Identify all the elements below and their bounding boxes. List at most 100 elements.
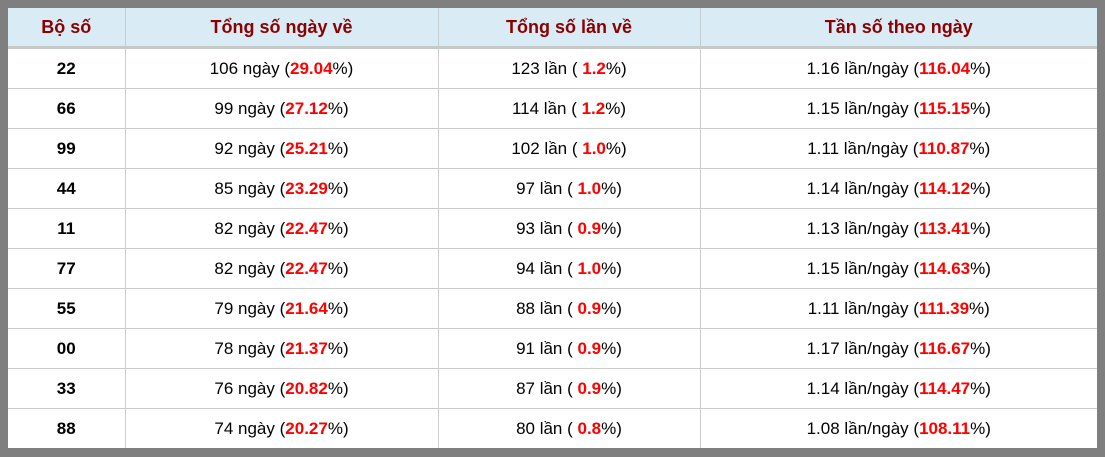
pair-cell: 55 bbox=[8, 288, 125, 329]
freq-suffix: %) bbox=[970, 58, 991, 78]
freq-text: 1.11 lần/ngày ( bbox=[807, 138, 919, 158]
freq-text: 1.13 lần/ngày ( bbox=[806, 218, 920, 238]
header-freq: Tần số theo ngày bbox=[699, 8, 1097, 49]
freq-cell: 1.13 lần/ngày (113.41%) bbox=[699, 208, 1097, 249]
freq-text: 1.15 lần/ngày ( bbox=[806, 258, 920, 278]
pair-value: 11 bbox=[57, 218, 76, 238]
times-text: 114 lần ( bbox=[511, 98, 582, 118]
pair-cell: 99 bbox=[8, 128, 125, 169]
days-percent: 20.82 bbox=[285, 378, 328, 398]
days-percent: 23.29 bbox=[285, 178, 328, 198]
pair-cell: 66 bbox=[8, 88, 125, 129]
freq-cell: 1.16 lần/ngày (116.04%) bbox=[699, 47, 1097, 89]
days-text: 85 ngày ( bbox=[214, 178, 286, 198]
times-percent: 0.9 bbox=[577, 378, 602, 398]
table-row: 88 74 ngày (20.27%) 80 lần ( 0.8%) 1.08 … bbox=[8, 408, 1097, 448]
freq-cell: 1.17 lần/ngày (116.67%) bbox=[699, 328, 1097, 369]
freq-text: 1.14 lần/ngày ( bbox=[806, 178, 920, 198]
freq-percent: 116.04 bbox=[919, 58, 971, 78]
times-suffix: %) bbox=[601, 378, 622, 398]
days-percent: 29.04 bbox=[290, 58, 333, 78]
days-suffix: %) bbox=[327, 298, 349, 318]
table-row: 55 79 ngày (21.64%) 88 lần ( 0.9%) 1.11 … bbox=[8, 288, 1097, 329]
times-text: 123 lần ( bbox=[511, 58, 583, 78]
header-times: Tổng số lần về bbox=[437, 8, 700, 49]
table-row: 33 76 ngày (20.82%) 87 lần ( 0.9%) 1.14 … bbox=[8, 368, 1097, 409]
freq-text: 1.16 lần/ngày ( bbox=[806, 58, 920, 78]
times-cell: 114 lần ( 1.2%) bbox=[437, 88, 700, 129]
times-suffix: %) bbox=[601, 178, 622, 198]
days-suffix: %) bbox=[327, 418, 349, 438]
days-cell: 76 ngày (20.82%) bbox=[124, 368, 438, 409]
times-cell: 97 lần ( 1.0%) bbox=[437, 168, 700, 209]
times-text: 88 lần ( bbox=[516, 298, 578, 318]
table-row: 99 92 ngày (25.21%) 102 lần ( 1.0%) 1.11… bbox=[8, 128, 1097, 169]
freq-cell: 1.11 lần/ngày (111.39%) bbox=[699, 288, 1097, 329]
times-percent: 0.8 bbox=[577, 418, 602, 438]
freq-cell: 1.15 lần/ngày (115.15%) bbox=[699, 88, 1097, 129]
loto-pair-statistics-table: Bộ số Tổng số ngày về Tổng số lần về Tần… bbox=[8, 8, 1097, 448]
freq-suffix: %) bbox=[969, 298, 990, 318]
times-percent: 1.0 bbox=[582, 138, 606, 158]
days-suffix: %) bbox=[332, 58, 354, 78]
freq-suffix: %) bbox=[969, 138, 991, 158]
times-suffix: %) bbox=[605, 98, 627, 118]
days-text: 106 ngày ( bbox=[209, 58, 290, 78]
days-percent: 27.12 bbox=[285, 98, 328, 118]
pair-value: 88 bbox=[56, 418, 76, 438]
freq-suffix: %) bbox=[970, 218, 991, 238]
freq-cell: 1.14 lần/ngày (114.47%) bbox=[699, 368, 1097, 409]
days-text: 99 ngày ( bbox=[214, 98, 286, 118]
freq-cell: 1.11 lần/ngày (110.87%) bbox=[699, 128, 1097, 169]
freq-cell: 1.15 lần/ngày (114.63%) bbox=[699, 248, 1097, 289]
days-text: 79 ngày ( bbox=[214, 298, 286, 318]
freq-percent: 108.11 bbox=[919, 418, 971, 438]
days-percent: 22.47 bbox=[285, 218, 328, 238]
pair-cell: 88 bbox=[8, 408, 125, 448]
days-suffix: %) bbox=[327, 138, 349, 158]
freq-suffix: %) bbox=[970, 378, 991, 398]
days-text: 82 ngày ( bbox=[214, 258, 286, 278]
days-text: 92 ngày ( bbox=[214, 138, 286, 158]
header-days: Tổng số ngày về bbox=[124, 8, 438, 49]
days-text: 78 ngày ( bbox=[214, 338, 286, 358]
pair-value: 44 bbox=[56, 178, 76, 198]
days-suffix: %) bbox=[327, 378, 349, 398]
freq-percent: 110.87 bbox=[918, 138, 970, 158]
freq-text: 1.08 lần/ngày ( bbox=[806, 418, 920, 438]
times-cell: 94 lần ( 1.0%) bbox=[437, 248, 700, 289]
times-percent: 0.9 bbox=[577, 218, 602, 238]
pair-cell: 33 bbox=[8, 368, 125, 409]
freq-suffix: %) bbox=[970, 178, 991, 198]
freq-suffix: %) bbox=[970, 418, 991, 438]
table-row: 11 82 ngày (22.47%) 93 lần ( 0.9%) 1.13 … bbox=[8, 208, 1097, 249]
days-percent: 21.37 bbox=[285, 338, 328, 358]
pair-value: 99 bbox=[56, 138, 76, 158]
days-percent: 21.64 bbox=[285, 298, 328, 318]
freq-percent: 114.12 bbox=[919, 178, 971, 198]
times-percent: 0.9 bbox=[577, 298, 602, 318]
freq-percent: 111.39 bbox=[918, 298, 970, 318]
pair-value: 00 bbox=[56, 338, 76, 358]
freq-percent: 116.67 bbox=[919, 338, 971, 358]
days-percent: 22.47 bbox=[285, 258, 328, 278]
days-text: 76 ngày ( bbox=[214, 378, 286, 398]
table-row: 66 99 ngày (27.12%) 114 lần ( 1.2%) 1.15… bbox=[8, 88, 1097, 129]
times-text: 93 lần ( bbox=[516, 218, 578, 238]
days-text: 74 ngày ( bbox=[214, 418, 286, 438]
days-cell: 78 ngày (21.37%) bbox=[124, 328, 438, 369]
freq-cell: 1.14 lần/ngày (114.12%) bbox=[699, 168, 1097, 209]
times-text: 80 lần ( bbox=[516, 418, 578, 438]
header-pair: Bộ số bbox=[8, 8, 125, 49]
freq-suffix: %) bbox=[970, 258, 991, 278]
table-row: 00 78 ngày (21.37%) 91 lần ( 0.9%) 1.17 … bbox=[8, 328, 1097, 369]
pair-value: 55 bbox=[56, 298, 76, 318]
times-text: 91 lần ( bbox=[516, 338, 578, 358]
times-text: 87 lần ( bbox=[516, 378, 578, 398]
freq-text: 1.14 lần/ngày ( bbox=[806, 378, 920, 398]
days-cell: 92 ngày (25.21%) bbox=[124, 128, 438, 169]
times-cell: 123 lần ( 1.2%) bbox=[437, 47, 700, 89]
times-suffix: %) bbox=[601, 218, 622, 238]
freq-text: 1.11 lần/ngày ( bbox=[807, 298, 919, 318]
times-text: 97 lần ( bbox=[516, 178, 578, 198]
